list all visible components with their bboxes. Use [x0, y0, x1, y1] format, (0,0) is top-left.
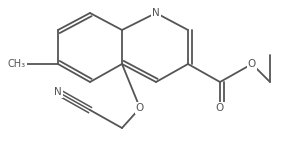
Text: O: O — [136, 103, 144, 113]
Text: N: N — [152, 8, 160, 18]
Text: CH₃: CH₃ — [8, 59, 26, 69]
Text: N: N — [54, 87, 62, 97]
Text: O: O — [216, 103, 224, 113]
Text: O: O — [248, 59, 256, 69]
